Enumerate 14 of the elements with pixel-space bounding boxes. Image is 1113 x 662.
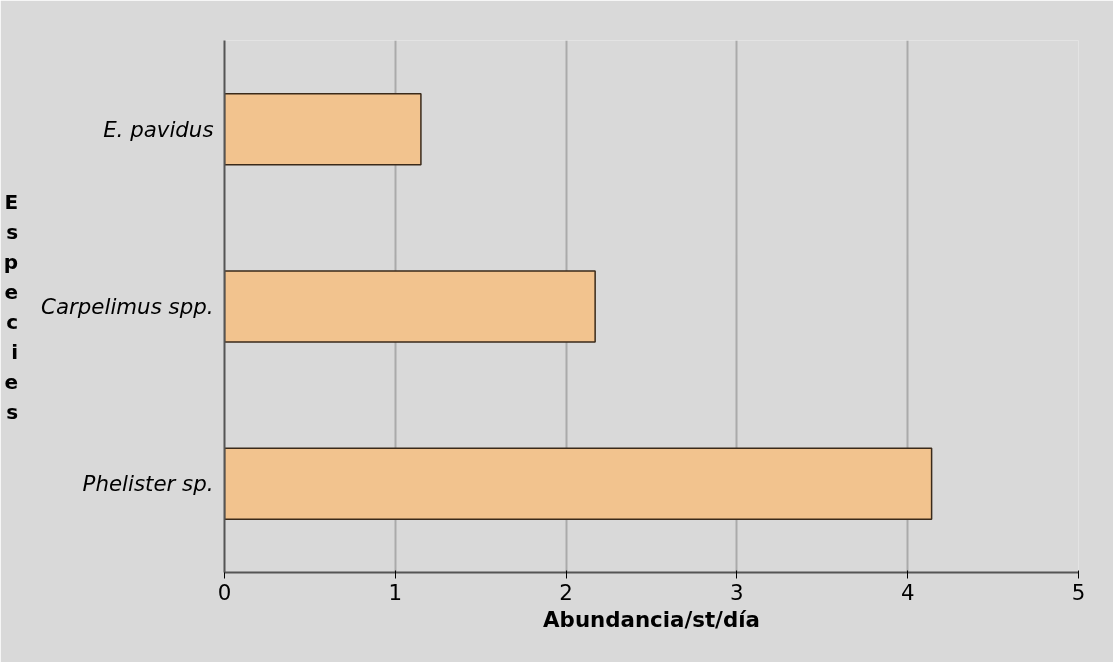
x-tick-label: 3	[730, 579, 744, 605]
x-axis-title: Abundancia/st/día	[543, 606, 760, 632]
y-tick-label: Phelister sp.	[82, 471, 214, 497]
y-axis-title: Especies	[3, 189, 19, 424]
bar	[224, 447, 933, 521]
x-tick-label: 0	[217, 579, 232, 605]
bar	[224, 270, 596, 343]
x-tick-label: 5	[1071, 579, 1086, 605]
y-tick-label: Carpelimus spp.	[41, 294, 214, 319]
y-tick-label: E. pavidus	[103, 116, 214, 142]
x-tick-label: 4	[900, 579, 915, 605]
x-tick-label: 2	[559, 579, 573, 605]
bar	[224, 92, 422, 166]
x-tick-label: 1	[388, 579, 403, 605]
